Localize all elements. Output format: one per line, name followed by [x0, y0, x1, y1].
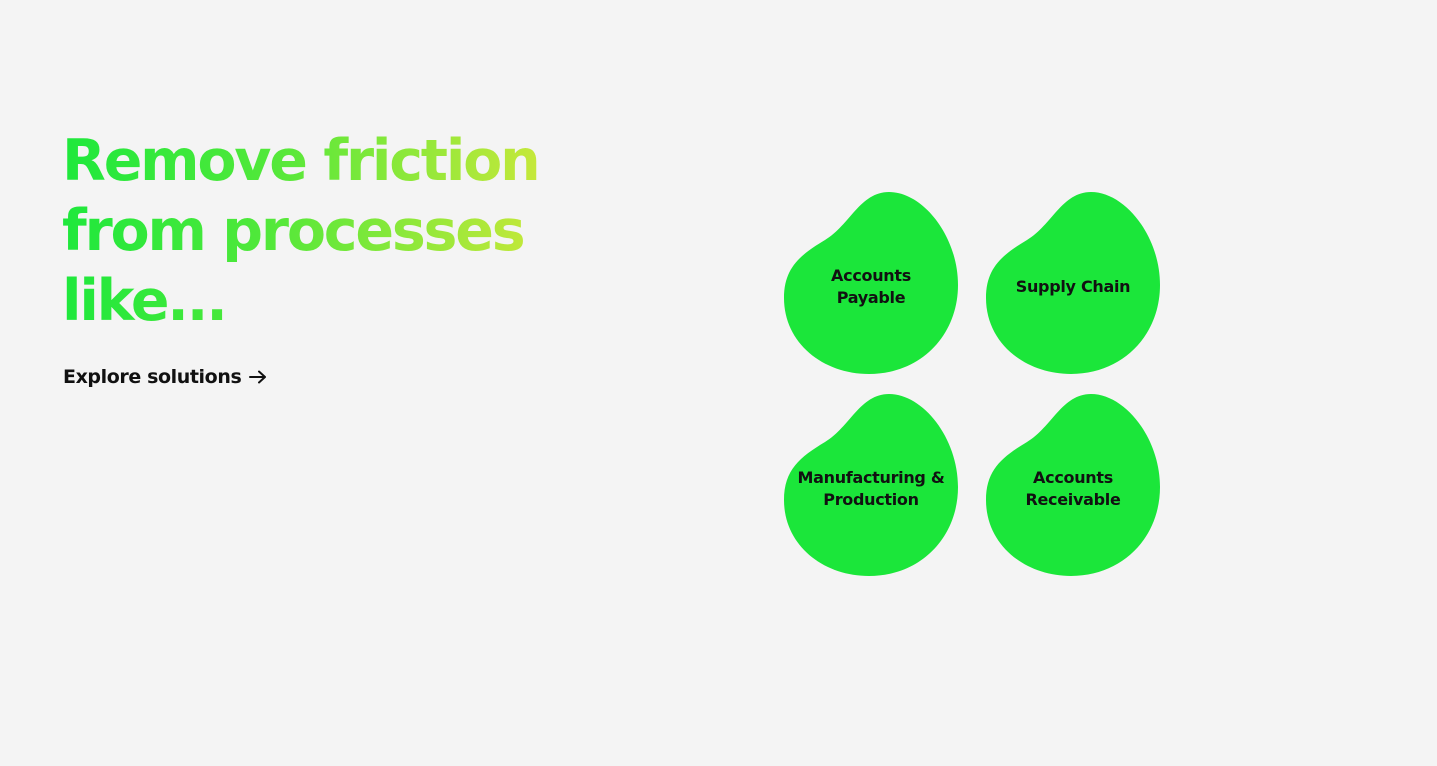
blob-shape: [784, 394, 958, 576]
process-accounts-receivable[interactable]: Accounts Receivable: [985, 393, 1161, 577]
process-manufacturing-production[interactable]: Manufacturing & Production: [783, 393, 959, 577]
explore-solutions-link[interactable]: Explore solutions: [63, 366, 267, 388]
process-accounts-payable[interactable]: Accounts Payable: [783, 191, 959, 375]
arrow-right-icon: [249, 370, 267, 384]
process-supply-chain[interactable]: Supply Chain: [985, 191, 1161, 375]
process-label: Manufacturing & Production: [797, 468, 945, 509]
headline-line-1: Remove friction: [62, 128, 539, 194]
headline-line-2: from processes: [62, 198, 524, 264]
blob-shape: [986, 394, 1160, 576]
process-label: Accounts Receivable: [1025, 468, 1121, 509]
hero-headline: Remove friction from processes like...: [62, 126, 582, 336]
blob-shape: [784, 192, 958, 374]
process-label: Supply Chain: [1015, 277, 1131, 296]
headline-line-3: like...: [62, 268, 226, 334]
process-label: Accounts Payable: [831, 266, 911, 307]
blob-shape: [986, 192, 1160, 374]
explore-solutions-label: Explore solutions: [63, 366, 242, 388]
